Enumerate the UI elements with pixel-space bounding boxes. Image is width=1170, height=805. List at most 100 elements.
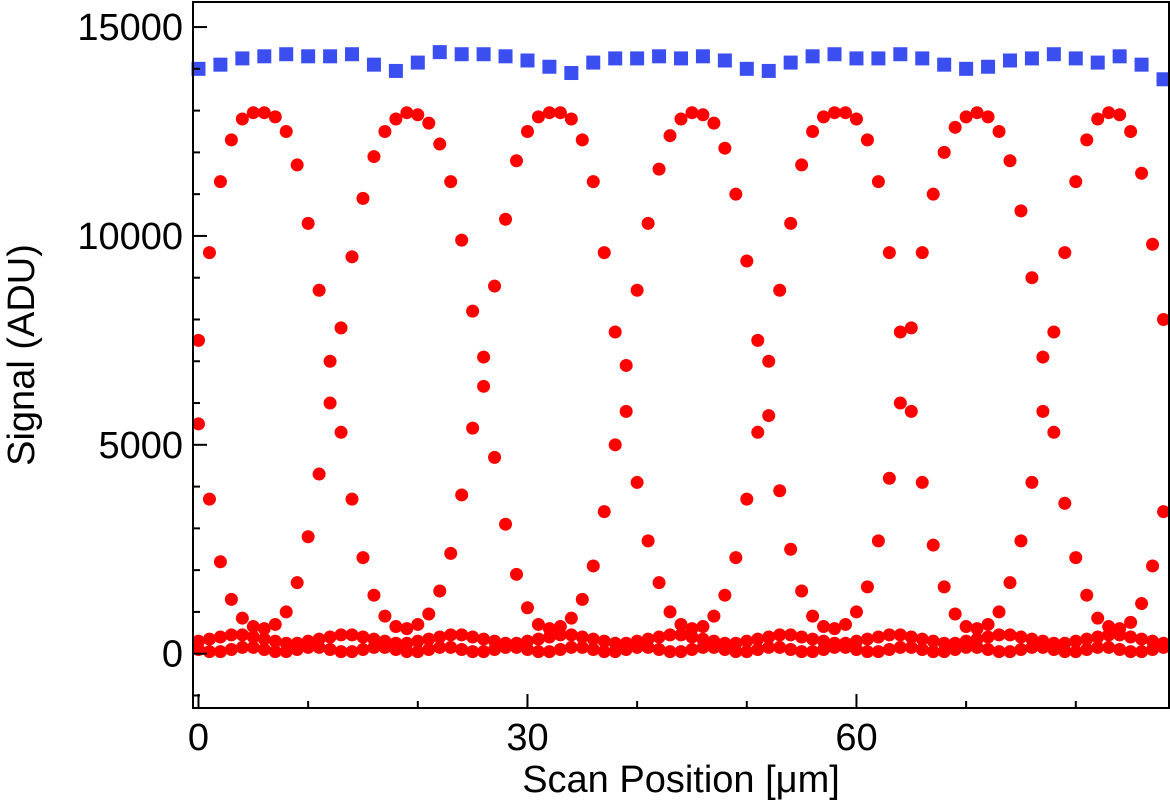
data-point bbox=[904, 404, 918, 418]
data-point bbox=[926, 634, 940, 648]
data-point bbox=[948, 120, 962, 134]
data-point-square bbox=[279, 47, 294, 62]
data-point bbox=[224, 628, 238, 642]
data-point bbox=[740, 645, 754, 659]
data-point bbox=[466, 421, 480, 435]
data-point bbox=[1080, 632, 1094, 646]
data-point bbox=[904, 321, 918, 335]
data-point bbox=[1124, 645, 1138, 659]
data-point bbox=[433, 630, 447, 644]
data-point bbox=[685, 643, 699, 657]
data-point bbox=[334, 645, 348, 659]
series-4 bbox=[191, 640, 1170, 659]
data-point bbox=[257, 643, 271, 657]
data-point-square bbox=[783, 55, 798, 70]
data-point bbox=[367, 640, 381, 654]
data-point bbox=[828, 640, 842, 654]
data-point bbox=[279, 605, 293, 619]
data-point bbox=[970, 640, 984, 654]
data-point bbox=[860, 133, 874, 147]
data-point bbox=[213, 630, 227, 644]
data-point bbox=[992, 605, 1006, 619]
data-point bbox=[970, 622, 984, 636]
data-point bbox=[685, 106, 699, 120]
data-point bbox=[1014, 643, 1028, 657]
data-point bbox=[882, 246, 896, 260]
data-point bbox=[926, 538, 940, 552]
series-layer bbox=[191, 45, 1170, 659]
data-point bbox=[619, 643, 633, 657]
data-point bbox=[213, 175, 227, 189]
data-point bbox=[553, 643, 567, 657]
data-point bbox=[466, 645, 480, 659]
data-point bbox=[477, 632, 491, 646]
data-point-square bbox=[323, 49, 338, 64]
data-point-square bbox=[1068, 51, 1083, 66]
data-point bbox=[520, 601, 534, 615]
data-point-square bbox=[695, 49, 710, 64]
data-point bbox=[323, 354, 337, 368]
x-axis-label: Scan Position [μm] bbox=[522, 759, 840, 801]
data-point bbox=[860, 580, 874, 594]
data-point bbox=[981, 630, 995, 644]
data-point bbox=[981, 110, 995, 124]
data-point bbox=[817, 643, 831, 657]
tick-layer: 0 30 60 0 5000 10000 15000 bbox=[77, 7, 1077, 759]
data-point bbox=[718, 588, 732, 602]
series-1 bbox=[191, 106, 1170, 636]
data-point bbox=[630, 283, 644, 297]
data-point bbox=[904, 630, 918, 644]
data-point bbox=[499, 212, 513, 226]
data-point bbox=[488, 450, 502, 464]
data-point bbox=[893, 396, 907, 410]
data-point bbox=[1003, 576, 1017, 590]
data-point-square bbox=[1156, 72, 1170, 87]
data-point bbox=[422, 632, 436, 646]
data-point bbox=[893, 628, 907, 642]
data-point bbox=[784, 216, 798, 230]
data-point bbox=[1124, 125, 1138, 139]
data-point bbox=[751, 632, 765, 646]
data-point bbox=[784, 643, 798, 657]
data-point bbox=[1124, 615, 1138, 629]
data-point bbox=[597, 634, 611, 648]
data-point bbox=[202, 632, 216, 646]
data-point bbox=[235, 112, 249, 126]
data-point bbox=[323, 630, 337, 644]
data-point bbox=[510, 154, 524, 168]
data-point bbox=[597, 645, 611, 659]
data-point bbox=[290, 576, 304, 590]
data-point bbox=[575, 133, 589, 147]
data-point bbox=[323, 643, 337, 657]
data-point bbox=[202, 492, 216, 506]
data-point bbox=[871, 175, 885, 189]
data-point bbox=[871, 645, 885, 659]
data-point bbox=[422, 607, 436, 621]
data-point bbox=[871, 630, 885, 644]
data-point bbox=[510, 640, 524, 654]
data-point-square bbox=[915, 51, 930, 66]
data-point bbox=[191, 333, 205, 347]
data-point bbox=[641, 216, 655, 230]
data-point bbox=[312, 467, 326, 481]
data-point bbox=[1113, 108, 1127, 122]
data-point bbox=[1069, 634, 1083, 648]
data-point bbox=[400, 645, 414, 659]
data-point bbox=[1135, 597, 1149, 611]
data-point bbox=[828, 622, 842, 636]
data-point bbox=[597, 246, 611, 260]
x-tick-label: 60 bbox=[835, 717, 877, 759]
data-point bbox=[696, 640, 710, 654]
data-point bbox=[849, 605, 863, 619]
data-point bbox=[290, 643, 304, 657]
data-point bbox=[1036, 640, 1050, 654]
data-point-square bbox=[1090, 55, 1105, 70]
data-point bbox=[1135, 166, 1149, 180]
data-point bbox=[400, 622, 414, 636]
data-point bbox=[466, 630, 480, 644]
data-point bbox=[1135, 632, 1149, 646]
data-point bbox=[1080, 643, 1094, 657]
data-point bbox=[520, 125, 534, 139]
y-tick-label: 0 bbox=[162, 634, 183, 676]
